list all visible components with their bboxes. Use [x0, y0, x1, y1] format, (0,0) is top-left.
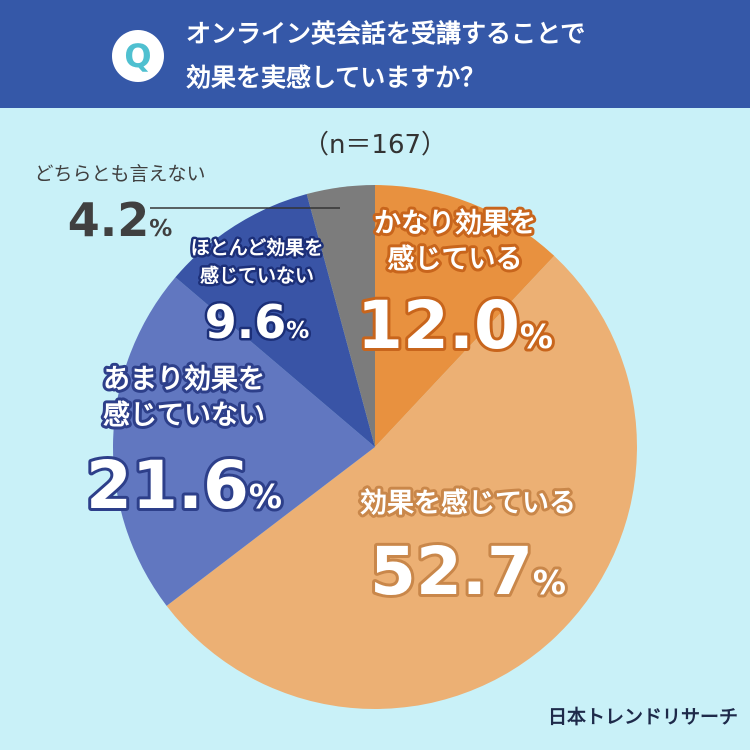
slice-value-number-2: 52.7 [370, 533, 533, 610]
slice-value-percent-3: % [249, 477, 282, 516]
slice-label-4: 感じていない [200, 264, 314, 287]
slice-labels: かなり効果を感じている12.0%効果を感じている52.7%あまり効果を感じていな… [34, 163, 579, 613]
slice-value-number-4: 9.6 [205, 295, 287, 349]
slice-value-percent-2: % [533, 563, 566, 602]
slice-value-5: 4.2% [68, 193, 173, 247]
slice-label-2: 効果を感じている [360, 487, 576, 519]
pie-slices [113, 185, 638, 709]
pie-slice-3 [113, 277, 376, 606]
slice-value-2: 52.7% [370, 533, 566, 610]
slice-value-percent-5: % [149, 216, 172, 242]
question-text-line-2: 効果を実感していますか？ [186, 63, 486, 92]
slice-value-percent-1: % [520, 317, 553, 356]
slice-label-1: 感じている [388, 243, 523, 275]
slice-label-5: どちらとも言えない [34, 163, 205, 185]
slice-label-3: あまり効果を [103, 363, 265, 395]
slice-value-1: 12.0% [357, 287, 553, 364]
brand-logo-text: 日本トレンドリサーチ [548, 706, 739, 728]
slice-label-3: 感じていない [103, 399, 265, 431]
slice-value-4: 9.6% [205, 295, 310, 349]
slice-value-number-1: 12.0 [357, 287, 520, 364]
slice-value-number-5: 4.2 [68, 193, 150, 247]
pie-slice-2 [166, 255, 638, 709]
question-badge: Q [112, 30, 164, 82]
slice-value-3: 21.6% [86, 447, 282, 524]
slice-label-1: かなり効果を [374, 207, 536, 239]
slice-value-percent-4: % [286, 318, 309, 344]
slice-label-4: ほとんど効果を [191, 236, 323, 259]
slice-value-number-3: 21.6 [86, 447, 249, 524]
pie-slice-1 [375, 185, 555, 447]
header-banner: Q オンライン英会話を受講することで 効果を実感していますか？ [0, 0, 750, 108]
pie-slice-5 [306, 185, 375, 447]
sample-size-note: （n＝167） [303, 130, 447, 160]
question-text-line-1: オンライン英会話を受講することで [186, 19, 586, 48]
pie-slice-4 [175, 194, 375, 447]
